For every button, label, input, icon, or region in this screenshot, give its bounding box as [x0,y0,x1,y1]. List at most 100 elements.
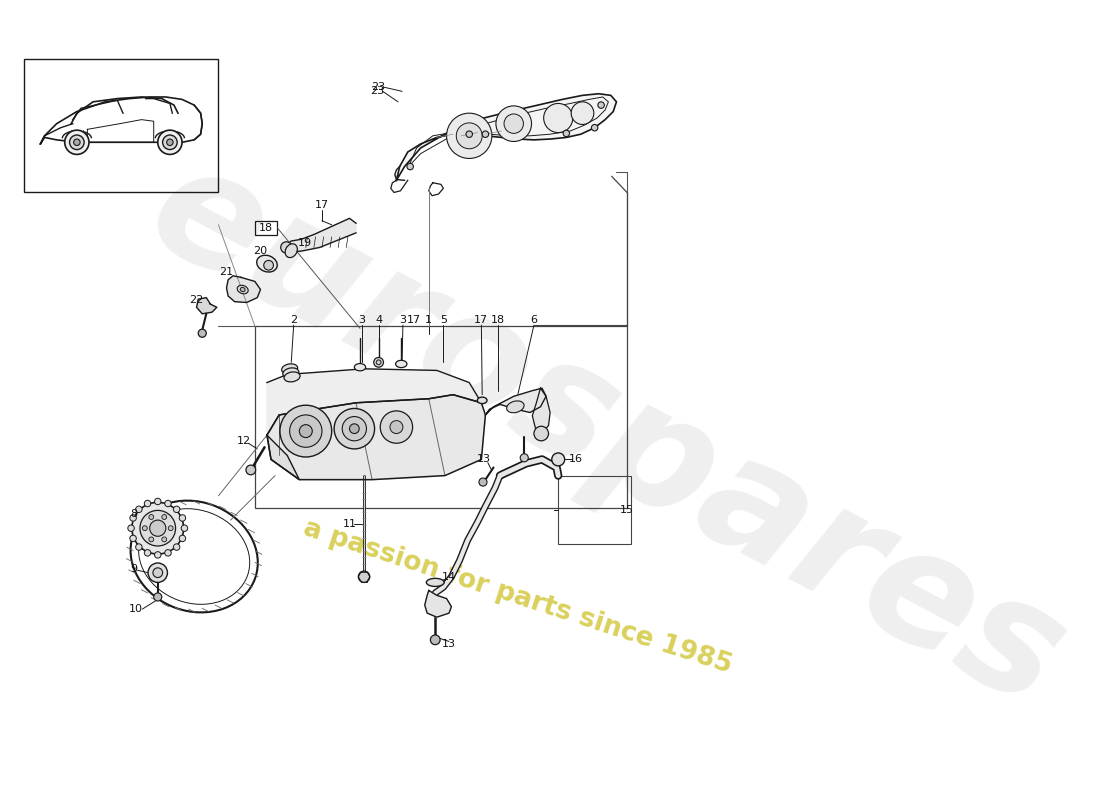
Circle shape [504,114,524,134]
Circle shape [128,525,134,531]
Circle shape [182,525,188,531]
Text: 5: 5 [440,315,447,326]
Circle shape [162,537,167,542]
Text: 3: 3 [399,315,406,326]
Circle shape [174,544,180,550]
Circle shape [374,358,384,367]
Polygon shape [532,388,550,434]
Circle shape [430,635,440,645]
Bar [255,221,277,235]
Text: 2: 2 [290,315,297,326]
Circle shape [144,500,151,506]
Circle shape [140,510,176,546]
Circle shape [163,135,177,150]
Circle shape [571,102,594,125]
Circle shape [142,526,147,530]
Text: 17: 17 [407,315,421,326]
Circle shape [65,130,89,154]
Circle shape [389,421,403,434]
Circle shape [299,425,312,438]
Circle shape [543,103,573,133]
Circle shape [334,409,375,449]
Text: 3: 3 [359,315,365,326]
Circle shape [198,329,207,338]
Text: eurospares: eurospares [124,130,1089,741]
Circle shape [157,130,182,154]
Circle shape [264,261,274,270]
Text: 18: 18 [491,315,505,326]
Polygon shape [396,94,616,180]
Bar [255,326,627,508]
Circle shape [456,123,482,149]
Polygon shape [267,369,482,435]
Ellipse shape [256,255,277,272]
Circle shape [130,514,136,522]
Circle shape [376,360,381,365]
Circle shape [598,102,604,108]
Ellipse shape [240,287,245,292]
Text: 23: 23 [370,86,384,96]
Circle shape [478,478,487,486]
Polygon shape [197,298,217,314]
Text: 9: 9 [130,564,138,574]
Circle shape [144,550,151,556]
Text: 16: 16 [569,454,583,465]
Circle shape [289,415,322,447]
Circle shape [552,453,564,466]
Text: 22: 22 [189,295,202,305]
Circle shape [179,514,186,522]
Ellipse shape [282,364,298,374]
Circle shape [279,406,332,457]
Bar [558,476,631,544]
Text: 4: 4 [375,315,382,326]
Circle shape [162,514,167,519]
Circle shape [154,593,162,601]
Circle shape [167,139,173,146]
Circle shape [74,139,80,146]
Ellipse shape [354,363,365,371]
Circle shape [520,454,528,462]
Circle shape [496,106,531,142]
Circle shape [165,550,172,556]
Circle shape [350,424,360,434]
Circle shape [592,125,598,131]
Circle shape [447,113,492,158]
Circle shape [563,130,570,137]
Polygon shape [267,394,485,480]
Bar [24,59,219,193]
Text: 10: 10 [129,604,143,614]
Text: 12: 12 [238,436,252,446]
Ellipse shape [284,372,300,382]
Ellipse shape [283,368,299,378]
Text: 17: 17 [474,315,488,326]
Circle shape [359,571,370,582]
Circle shape [280,242,293,253]
Text: 18: 18 [260,223,273,233]
Circle shape [165,500,172,506]
Text: 11: 11 [342,519,356,529]
Polygon shape [485,388,546,415]
Circle shape [168,526,173,530]
Circle shape [135,544,142,550]
Text: 8: 8 [130,510,138,519]
Circle shape [154,552,161,558]
Circle shape [482,131,488,138]
Text: 13: 13 [476,454,491,465]
Circle shape [148,514,154,519]
Ellipse shape [477,397,487,403]
Circle shape [407,163,414,170]
Circle shape [148,563,167,582]
Ellipse shape [285,244,297,258]
Polygon shape [287,218,356,252]
Circle shape [150,520,166,536]
Text: 21: 21 [220,266,233,277]
Circle shape [130,535,136,542]
Ellipse shape [238,286,249,294]
Circle shape [153,568,163,578]
Text: a passion for parts since 1985: a passion for parts since 1985 [300,515,736,678]
Polygon shape [227,276,261,302]
Circle shape [135,506,142,513]
Text: 1: 1 [426,315,432,326]
Circle shape [179,535,186,542]
Text: 15: 15 [620,505,634,514]
